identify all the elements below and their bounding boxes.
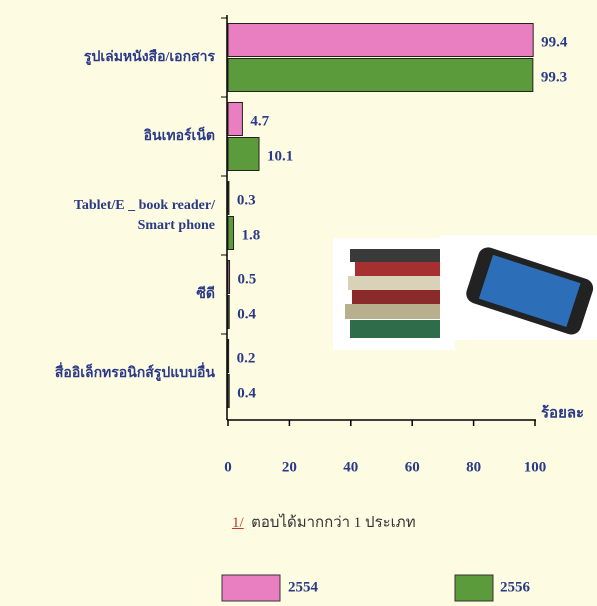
category-label: สื่ออิเล็กทรอนิกส์รูปแบบอื่น	[0, 364, 215, 384]
legend-label: 2556	[500, 579, 531, 595]
bar	[228, 375, 229, 408]
bar	[228, 296, 229, 329]
x-tick-label: 40	[343, 459, 358, 475]
x-tick-label: 20	[282, 459, 297, 475]
bar	[228, 24, 533, 57]
value-label: 0.5	[238, 271, 257, 287]
footnote-marker: 1/	[232, 515, 244, 531]
bar	[228, 340, 229, 373]
photo-phone	[440, 235, 597, 340]
category-label: ซีดี	[0, 285, 215, 305]
bar	[228, 261, 230, 294]
category-label: Tablet/E _ book reader/ Smart phone	[0, 196, 215, 236]
legend-swatch	[455, 575, 493, 601]
legend-swatch	[222, 575, 280, 601]
bar	[228, 59, 533, 92]
value-label: 4.7	[250, 113, 269, 129]
page: ร้อยละ 2554 2556 0 20 40 60 80 100 99.4 99.3 4.7…	[0, 0, 597, 606]
value-label: 10.1	[267, 148, 293, 164]
value-label: 0.4	[237, 306, 256, 322]
value-label: 0.3	[237, 192, 256, 208]
value-label: 99.4	[541, 34, 568, 50]
category-label: รูปเล่มหนังสือ/เอกสาร	[0, 48, 215, 68]
x-tick-label: 60	[405, 459, 420, 475]
category-label: อินเทอร์เน็ต	[0, 127, 215, 147]
footnote-text: ตอบได้มากกว่า 1 ประเภท	[251, 515, 415, 531]
value-label: 1.8	[242, 227, 261, 243]
bar	[228, 217, 234, 250]
x-tick-label: 80	[466, 459, 481, 475]
x-tick-label: 100	[524, 459, 547, 475]
value-label: 99.3	[541, 69, 567, 85]
photo-books	[333, 238, 455, 350]
value-label: 0.4	[237, 385, 256, 401]
bar	[228, 103, 242, 136]
x-tick-label: 0	[224, 459, 232, 475]
bar	[228, 138, 259, 171]
x-axis-label: ร้อยละ	[541, 404, 584, 421]
legend-label: 2554	[288, 579, 319, 595]
value-label: 0.2	[237, 350, 256, 366]
bar	[228, 182, 229, 215]
footnote: 1/ ตอบได้มากกว่า 1 ประเภท	[232, 510, 416, 534]
